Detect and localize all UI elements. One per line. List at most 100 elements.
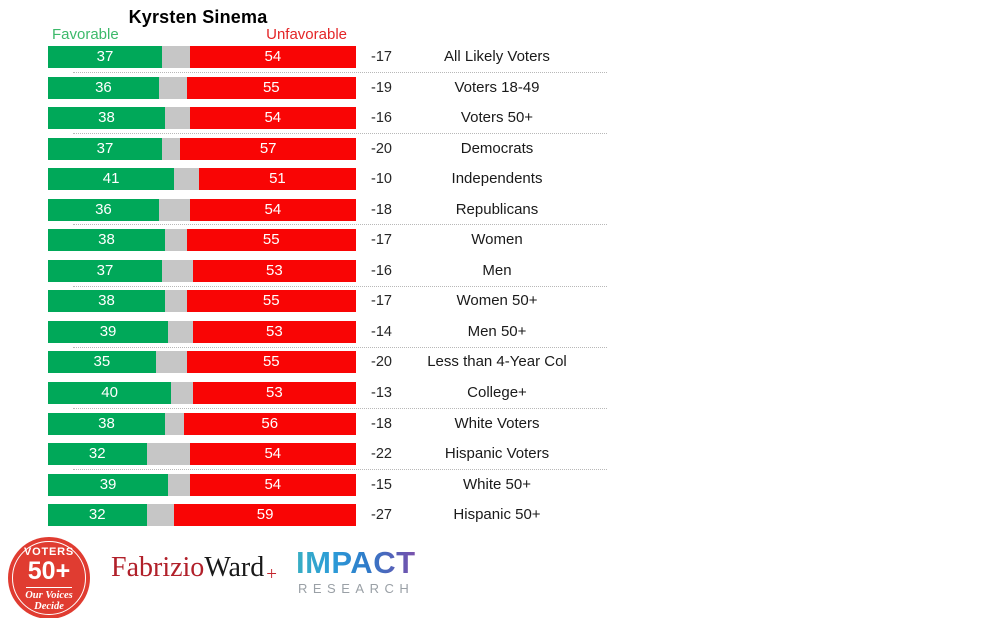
favorable-value: 32 <box>88 506 106 524</box>
group-label: Women <box>471 231 523 249</box>
stacked-bar: 32 59 <box>48 504 356 527</box>
favorable-bar-segment: 37 <box>48 137 162 160</box>
unfavorable-bar-segment: 54 <box>189 198 356 221</box>
group-label: White 50+ <box>463 475 531 493</box>
favorable-bar-segment: 38 <box>48 290 166 313</box>
unfavorable-bar-segment: 51 <box>198 168 356 191</box>
undecided-bar-segment <box>146 443 190 466</box>
footer: VOTERS 50+ Our Voices Decide Fabrizio War… <box>0 536 984 618</box>
chart-row: 37 53 -16 Men <box>48 259 607 282</box>
unfavorable-value: 54 <box>264 445 282 463</box>
favorable-value: 36 <box>95 200 112 218</box>
margin-value: -20 <box>371 354 392 371</box>
unfavorable-value: 56 <box>261 414 279 432</box>
chart-row: 32 59 -27 Hispanic 50+ <box>48 504 607 527</box>
undecided-bar-segment <box>168 320 193 343</box>
unfavorable-bar-segment: 56 <box>183 412 356 435</box>
unfavorable-value: 55 <box>262 353 280 371</box>
unfavorable-value: 51 <box>269 170 286 188</box>
margin-value: -10 <box>371 171 392 188</box>
favorable-bar-segment: 41 <box>48 168 175 191</box>
chart-row: 37 54 -17 All Likely Voters <box>48 46 607 68</box>
margin-value: -17 <box>371 293 392 310</box>
group-label: White Voters <box>454 414 540 432</box>
favorable-bar-segment: 38 <box>48 229 166 252</box>
favorable-bar-segment: 39 <box>48 473 169 496</box>
unfavorable-value: 55 <box>262 231 280 249</box>
stacked-bar: 38 55 <box>48 290 356 313</box>
unfavorable-bar-segment: 55 <box>186 290 356 313</box>
chart-row: 32 54 -22 Hispanic Voters <box>48 443 607 466</box>
unfavorable-value: 54 <box>264 109 282 127</box>
group-separator <box>73 407 607 409</box>
stacked-bar: 37 54 <box>48 46 356 68</box>
favorable-value: 37 <box>96 261 114 279</box>
legend-unfavorable-label: Unfavorable <box>266 26 347 43</box>
favorable-value: 38 <box>98 109 115 127</box>
margin-value: -27 <box>371 507 392 524</box>
favorable-value: 36 <box>95 78 112 96</box>
badge-ring <box>12 541 86 615</box>
favorable-bar-segment: 36 <box>48 198 159 221</box>
favorable-bar-segment: 37 <box>48 46 162 68</box>
favorable-value: 39 <box>99 475 117 493</box>
favorable-value: 39 <box>99 322 117 340</box>
badge-motto-line1: Our Voices <box>25 590 73 601</box>
chart-row: 38 56 -18 White Voters <box>48 412 607 435</box>
group-separator <box>73 468 607 470</box>
chart-row: 38 55 -17 Women <box>48 229 607 252</box>
unfavorable-value: 55 <box>262 78 280 96</box>
margin-value: -14 <box>371 323 392 340</box>
stacked-bar: 36 55 <box>48 76 356 99</box>
favorable-value: 41 <box>102 170 120 188</box>
stacked-bar: 37 53 <box>48 259 356 282</box>
favorable-bar-segment: 39 <box>48 320 169 343</box>
unfavorable-bar-segment: 53 <box>192 320 356 343</box>
unfavorable-bar-segment: 57 <box>180 137 356 160</box>
group-label: Republicans <box>455 200 539 218</box>
undecided-bar-segment <box>155 351 187 374</box>
badge-motto-line2: Decide <box>34 601 64 612</box>
favorable-bar-segment: 40 <box>48 382 172 405</box>
unfavorable-bar-segment: 55 <box>186 351 356 374</box>
favorable-value: 32 <box>88 445 106 463</box>
margin-value: -17 <box>371 232 392 249</box>
unfavorable-bar-segment: 55 <box>186 229 356 252</box>
unfavorable-value: 53 <box>266 384 283 402</box>
stacked-bar: 41 51 <box>48 168 356 191</box>
group-label: Democrats <box>460 139 534 157</box>
group-separator <box>73 285 607 287</box>
favorable-value: 37 <box>96 48 114 65</box>
margin-value: -16 <box>371 110 392 127</box>
group-label: Voters 18-49 <box>454 78 540 96</box>
undecided-bar-segment <box>174 168 199 191</box>
unfavorable-value: 54 <box>264 200 282 218</box>
chart-row: 36 54 -18 Republicans <box>48 198 607 221</box>
group-separator <box>73 71 607 73</box>
chart-row: 38 54 -16 Voters 50+ <box>48 107 607 130</box>
chart-row: 40 53 -13 College+ <box>48 382 607 405</box>
favorable-value: 37 <box>96 139 114 157</box>
research-text: RESEARCH <box>298 581 415 596</box>
unfavorable-value: 54 <box>264 48 282 65</box>
chart-row: 37 57 -20 Democrats <box>48 137 607 160</box>
group-label: Men <box>482 261 512 279</box>
unfavorable-bar-segment: 59 <box>174 504 356 527</box>
undecided-bar-segment <box>165 290 187 313</box>
group-label: Voters 50+ <box>460 109 534 127</box>
margin-value: -16 <box>371 262 392 279</box>
page-title: Kyrsten Sinema <box>128 7 268 27</box>
margin-value: -17 <box>371 49 392 65</box>
chart-row: 38 55 -17 Women 50+ <box>48 290 607 313</box>
fabrizio-text: Fabrizio <box>111 552 205 583</box>
undecided-bar-segment <box>158 198 190 221</box>
impact-research-logo: IMPACT RESEARCH <box>296 547 426 596</box>
margin-value: -15 <box>371 476 392 493</box>
group-label: Women 50+ <box>456 292 538 310</box>
group-label: Men 50+ <box>467 322 527 340</box>
unfavorable-value: 53 <box>266 261 283 279</box>
unfavorable-bar-segment: 54 <box>189 443 356 466</box>
favorable-bar-segment: 38 <box>48 107 166 130</box>
group-label: All Likely Voters <box>444 48 550 65</box>
